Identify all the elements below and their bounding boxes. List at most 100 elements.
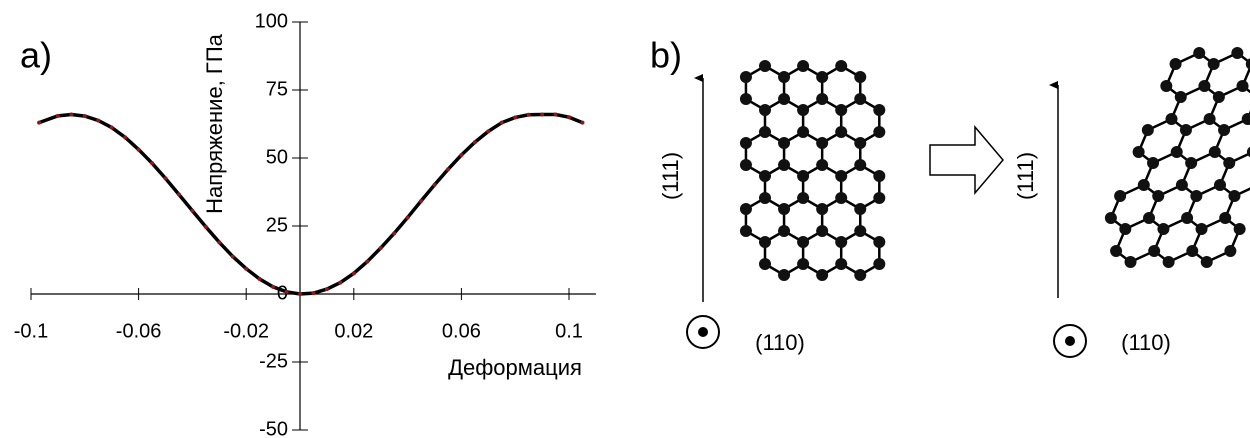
atom <box>1157 223 1170 235</box>
atom <box>1174 91 1187 103</box>
data-point <box>37 120 42 125</box>
atom <box>873 126 886 138</box>
atom <box>1170 146 1183 158</box>
atom <box>1228 190 1241 202</box>
atom <box>1224 245 1237 257</box>
atom <box>816 269 829 281</box>
atom <box>1141 124 1154 136</box>
data-point <box>459 153 464 158</box>
atom <box>816 159 829 171</box>
atom <box>778 159 791 171</box>
y-tick-label: -25 <box>259 350 288 372</box>
data-point <box>513 115 518 120</box>
atom <box>1219 212 1232 224</box>
atom <box>854 225 867 237</box>
panel-label: b) <box>650 35 682 76</box>
atom <box>1165 113 1178 125</box>
atom <box>1212 91 1225 103</box>
atom <box>797 192 810 204</box>
atom <box>816 203 829 215</box>
atom <box>1223 157 1236 169</box>
data-point <box>419 198 424 203</box>
atom <box>1233 223 1246 235</box>
atom <box>759 126 771 138</box>
data-point <box>324 287 329 292</box>
atom <box>778 71 791 83</box>
x-tick-label: -0.02 <box>223 320 269 342</box>
data-point <box>553 112 558 117</box>
out-of-plane-dot <box>698 327 708 337</box>
atom <box>1132 146 1145 158</box>
data-point <box>136 147 141 152</box>
atom <box>816 225 829 237</box>
data-point <box>567 115 571 120</box>
out-of-plane-symbol <box>686 315 720 349</box>
atom <box>739 203 752 215</box>
atom <box>1190 190 1203 202</box>
data-point <box>176 192 181 197</box>
x-tick-label: -0.1 <box>14 320 48 342</box>
data-point <box>190 208 195 213</box>
atom <box>1169 58 1182 70</box>
atom <box>1200 256 1213 268</box>
atom <box>1241 113 1250 125</box>
atom <box>1208 146 1221 158</box>
x-axis-title: Деформация <box>448 355 582 380</box>
atom <box>873 104 886 116</box>
data-point <box>486 129 491 134</box>
atom <box>854 269 867 281</box>
data-point <box>432 182 437 187</box>
data-point <box>123 135 128 140</box>
y-tick-label: 100 <box>255 10 288 32</box>
data-point <box>351 271 356 276</box>
atom <box>1142 212 1155 224</box>
atom <box>1245 58 1250 70</box>
atom <box>854 93 867 105</box>
y-tick-label: -50 <box>259 418 288 438</box>
atom <box>835 258 848 270</box>
atom <box>816 93 829 105</box>
data-point <box>217 240 222 245</box>
atom <box>835 60 848 72</box>
atom <box>1236 80 1249 92</box>
out-of-plane-dot <box>1065 336 1075 346</box>
atom <box>778 269 791 281</box>
y-tick-label: 50 <box>266 146 288 168</box>
atom <box>1207 58 1220 70</box>
atom <box>739 137 752 149</box>
x-tick-label: 0.1 <box>555 320 583 342</box>
atom <box>797 60 810 72</box>
data-point <box>96 118 101 123</box>
direction-label: (110) <box>755 330 805 355</box>
data-point <box>526 112 531 117</box>
atom <box>797 104 810 116</box>
atom <box>1193 47 1206 59</box>
data-point <box>244 266 249 271</box>
data-point <box>257 277 262 282</box>
data-point <box>445 167 450 172</box>
atom <box>1152 190 1165 202</box>
atom <box>1137 179 1150 191</box>
atom <box>1246 146 1250 158</box>
data-point <box>392 231 397 236</box>
data-point <box>82 114 87 119</box>
atom <box>759 60 771 72</box>
transform-arrow <box>929 124 1004 196</box>
atom <box>1162 256 1175 268</box>
atom <box>873 236 886 248</box>
atom <box>778 93 791 105</box>
atom <box>797 258 810 270</box>
y-tick-label: 25 <box>266 214 288 236</box>
data-point <box>150 161 155 166</box>
data-point <box>405 215 410 220</box>
panel-label: a) <box>20 35 52 76</box>
atom <box>1218 124 1231 136</box>
atom <box>739 225 752 237</box>
atom <box>1231 47 1244 59</box>
atom <box>1147 157 1160 169</box>
x-tick-label: 0.06 <box>442 320 481 342</box>
atom <box>854 137 867 149</box>
x-tick-label: -0.06 <box>116 320 162 342</box>
